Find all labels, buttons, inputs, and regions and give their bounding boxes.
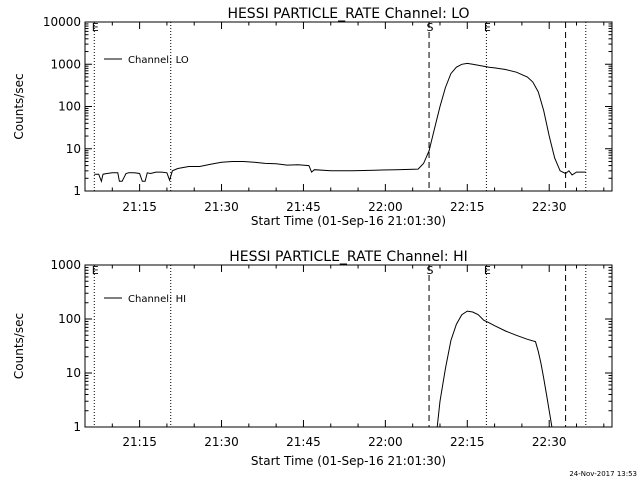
series-line-0 <box>436 310 553 427</box>
x-tick-label: 21:30 <box>204 200 239 214</box>
y-tick-label: 100 <box>58 312 81 326</box>
plot-frame <box>84 264 613 428</box>
y-tick-label: 1000 <box>50 57 81 71</box>
marker-label: S <box>427 264 434 277</box>
x-tick-label: 22:00 <box>368 200 403 214</box>
y-tick-label: 10 <box>66 366 81 380</box>
chart-panel-hi: HESSI PARTICLE_RATE Channel: HI 21:15 21:3… <box>12 249 613 468</box>
x-tick-label: 21:45 <box>286 435 321 449</box>
x-tick-label: 22:30 <box>532 200 567 214</box>
x-tick-label: 21:15 <box>122 435 157 449</box>
panels: HESSI PARTICLE_RATE Channel: LO 21:15 21:3… <box>12 6 613 468</box>
marker-label: E <box>92 21 99 34</box>
marker-label: E <box>484 264 491 277</box>
legend-entry: Channel: LO <box>128 55 189 66</box>
x-tick-label: 22:30 <box>532 435 567 449</box>
marker-label: S <box>427 21 434 34</box>
series-line-0 <box>94 62 586 184</box>
y-tick-label: 100 <box>58 100 81 114</box>
x-axis-label: Start Time (01-Sep-16 21:01:30) <box>251 214 446 228</box>
y-axis-label: Counts/sec <box>12 313 26 379</box>
x-axis-label: Start Time (01-Sep-16 21:01:30) <box>251 454 446 468</box>
y-tick-label: 10000 <box>43 15 81 29</box>
chart-panel-lo: HESSI PARTICLE_RATE Channel: LO 21:15 21:3… <box>12 6 613 228</box>
legend-entry: Channel: HI <box>128 294 186 305</box>
chart-title: HESSI PARTICLE_RATE Channel: LO <box>227 6 469 22</box>
y-tick-label: 1000 <box>50 258 81 272</box>
marker-label: E <box>484 21 491 34</box>
y-axis-label: Counts/sec <box>12 73 26 139</box>
x-tick-label: 21:15 <box>122 200 157 214</box>
y-tick-label: 10 <box>66 142 81 156</box>
x-tick-label: 22:00 <box>368 435 403 449</box>
y-tick-label: 1 <box>73 184 81 198</box>
x-tick-label: 21:30 <box>204 435 239 449</box>
x-tick-label: 22:15 <box>450 435 485 449</box>
footer-timestamp: 24-Nov-2017 13:53 <box>569 470 637 478</box>
marker-label: E <box>92 264 99 277</box>
x-tick-label: 21:45 <box>286 200 321 214</box>
y-tick-label: 1 <box>73 420 81 434</box>
chart-title: HESSI PARTICLE_RATE Channel: HI <box>229 249 467 265</box>
x-tick-label: 22:15 <box>450 200 485 214</box>
